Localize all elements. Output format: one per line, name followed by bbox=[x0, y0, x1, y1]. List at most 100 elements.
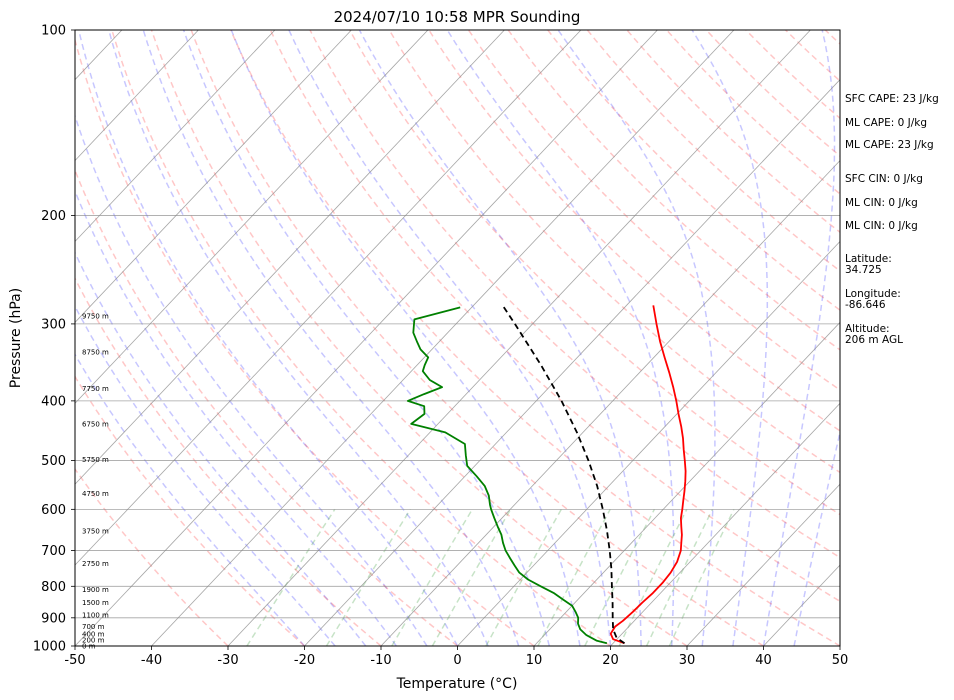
x-tick-label: -50 bbox=[64, 653, 85, 668]
height-label: 400 m bbox=[82, 631, 105, 639]
dry-adiabat bbox=[626, 30, 840, 234]
moist-adiabat bbox=[142, 30, 520, 646]
isotherm bbox=[304, 79, 840, 646]
height-label: 9750 m bbox=[82, 312, 109, 320]
isotherm bbox=[75, 30, 582, 566]
series-line-0 bbox=[609, 305, 687, 645]
isotherm bbox=[457, 240, 840, 646]
mixing-ratio-line bbox=[645, 508, 714, 646]
isotherm bbox=[533, 321, 840, 646]
moist-adiabat bbox=[793, 429, 840, 646]
stat-line: ML CAPE: 23 J/kg bbox=[845, 139, 934, 151]
dry-adiabat bbox=[309, 30, 840, 559]
height-label: 7750 m bbox=[82, 385, 109, 393]
height-label: 200 m bbox=[82, 637, 105, 645]
moist-adiabat bbox=[691, 30, 769, 646]
mixing-ratio-line bbox=[485, 508, 562, 646]
dry-adiabat bbox=[150, 30, 688, 646]
height-label: 5750 m bbox=[82, 456, 109, 464]
moist-adiabat bbox=[358, 30, 642, 646]
height-label: 1900 m bbox=[82, 586, 109, 594]
moist-adiabat bbox=[446, 30, 675, 646]
isotherm bbox=[75, 30, 276, 243]
dry-adiabat bbox=[75, 37, 535, 646]
isotherm bbox=[75, 30, 199, 162]
height-label: 1500 m bbox=[82, 599, 109, 607]
stat-line: 206 m AGL bbox=[845, 334, 903, 346]
series-line-1 bbox=[406, 306, 608, 645]
dry-adiabat bbox=[349, 30, 840, 516]
plot-frame bbox=[74, 29, 841, 647]
moist-adiabat bbox=[108, 30, 489, 646]
x-tick-label: 0 bbox=[453, 653, 461, 668]
isotherm bbox=[151, 30, 735, 646]
y-axis-label: Pressure (hPa) bbox=[8, 288, 24, 388]
stat-line: ML CIN: 0 J/kg bbox=[845, 197, 918, 209]
chart-title: 2024/07/10 10:58 MPR Sounding bbox=[334, 8, 581, 26]
moist-adiabat bbox=[77, 30, 459, 646]
isotherm bbox=[686, 483, 840, 646]
dry-adiabat bbox=[666, 30, 840, 195]
moist-adiabat bbox=[75, 251, 367, 646]
dry-adiabat bbox=[269, 30, 840, 603]
y-tick-label: 100 bbox=[41, 24, 66, 39]
height-label: 8750 m bbox=[82, 348, 109, 356]
dry-adiabat bbox=[111, 30, 611, 646]
x-tick-label: -30 bbox=[217, 653, 238, 668]
stat-line: ML CIN: 0 J/kg bbox=[845, 220, 918, 232]
isotherm bbox=[75, 30, 352, 323]
x-tick-label: -40 bbox=[141, 653, 162, 668]
axis-ticks: -50 -40 -30 -20 -10 0 10 20 30 40 50 1000 900 800 700 6… bbox=[33, 24, 848, 669]
y-tick-label: 200 bbox=[41, 209, 66, 224]
isotherm bbox=[75, 30, 429, 404]
moist-adiabat bbox=[75, 189, 397, 646]
x-axis-label: Temperature (°C) bbox=[396, 676, 518, 692]
dry-adiabat bbox=[190, 30, 764, 646]
x-tick-label: 10 bbox=[526, 653, 543, 668]
stat-line: SFC CIN: 0 J/kg bbox=[845, 173, 923, 185]
isotherm bbox=[610, 402, 840, 646]
isotherm bbox=[227, 30, 811, 646]
dry-adiabat bbox=[507, 30, 840, 351]
height-label: 6750 m bbox=[82, 420, 109, 428]
x-tick-label: 30 bbox=[679, 653, 696, 668]
stat-line: ML CAPE: 0 J/kg bbox=[845, 117, 927, 129]
mixing-ratio-line bbox=[325, 508, 412, 646]
isotherm bbox=[75, 30, 658, 646]
y-tick-label: 1000 bbox=[33, 640, 66, 655]
mixing-ratio-line bbox=[537, 508, 611, 646]
stat-line: -86.646 bbox=[845, 299, 886, 311]
height-label: 0 m bbox=[82, 643, 96, 651]
isotherm bbox=[380, 159, 840, 646]
dry-adiabat bbox=[547, 30, 840, 312]
dry-adiabat bbox=[428, 30, 840, 432]
moist-adiabat bbox=[762, 30, 836, 646]
x-tick-label: -10 bbox=[370, 653, 391, 668]
moist-adiabat bbox=[75, 113, 428, 646]
height-label: 4750 m bbox=[82, 490, 109, 498]
height-label: 3750 m bbox=[82, 527, 109, 535]
moist-adiabat bbox=[288, 30, 612, 646]
mixing-ratio-line bbox=[431, 508, 512, 646]
moist-adiabat bbox=[182, 30, 551, 646]
series-line-2 bbox=[501, 304, 626, 645]
y-tick-label: 700 bbox=[41, 544, 66, 559]
y-tick-label: 600 bbox=[41, 503, 66, 518]
height-label: 1100 m bbox=[82, 611, 109, 619]
mixing-ratio-line bbox=[668, 508, 735, 646]
background-lines bbox=[75, 30, 840, 646]
x-tick-label: 20 bbox=[602, 653, 619, 668]
height-label: 700 m bbox=[82, 623, 105, 631]
dry-adiabat bbox=[75, 467, 229, 646]
height-label: 2750 m bbox=[82, 560, 109, 568]
sounding-stats: SFC CAPE: 23 J/kg ML CAPE: 0 J/kg ML CAPE:… bbox=[845, 93, 939, 346]
stat-line: Longitude: bbox=[845, 288, 901, 300]
y-tick-label: 400 bbox=[41, 394, 66, 409]
dry-adiabat bbox=[75, 168, 458, 646]
mixing-ratio-line bbox=[618, 508, 688, 646]
mixing-ratio-line bbox=[246, 508, 336, 646]
moist-adiabat bbox=[75, 353, 306, 646]
dry-adiabat bbox=[705, 30, 840, 157]
